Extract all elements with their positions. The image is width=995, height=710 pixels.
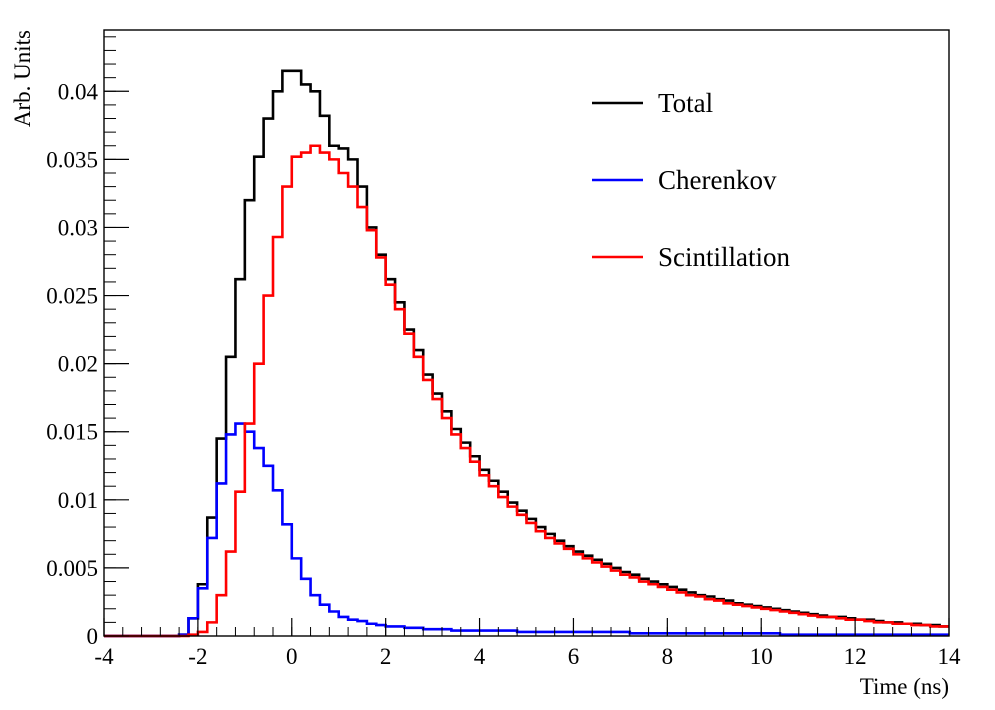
x-tick-label: 0 — [286, 644, 298, 669]
x-tick-label: -4 — [94, 644, 114, 669]
y-tick-label: 0 — [87, 624, 99, 649]
y-tick-label: 0.015 — [46, 420, 98, 445]
plot-frame — [103, 29, 950, 637]
y-tick-label: 0.025 — [46, 284, 98, 309]
x-tick-label: -2 — [188, 644, 207, 669]
series-line-scintillation — [104, 144, 949, 638]
x-axis-title: Time (ns) — [860, 674, 949, 699]
x-tick-label: 12 — [844, 644, 867, 669]
y-tick-label: 0.005 — [46, 556, 98, 581]
legend: Total Cherenkov Scintillation — [592, 88, 790, 272]
legend-label-total: Total — [658, 88, 713, 118]
x-tick-label: 8 — [662, 644, 674, 669]
y-axis-title: Arb. Units — [10, 30, 35, 127]
y-tick-label: 0.04 — [58, 79, 99, 104]
x-tick-label: 14 — [938, 644, 962, 669]
legend-label-cherenkov: Cherenkov — [658, 165, 777, 195]
series-layer — [104, 69, 949, 638]
legend-label-scintillation: Scintillation — [658, 242, 790, 272]
x-tick-label: 2 — [380, 644, 392, 669]
x-tick-label: 6 — [568, 644, 580, 669]
series-line-total — [104, 69, 949, 638]
y-tick-label: 0.02 — [58, 352, 98, 377]
x-tick-label: 10 — [750, 644, 773, 669]
axes-layer: -4 -2 0 2 4 6 8 10 12 14 0 0.005 0.01 0.015 0.02 0.025 0… — [46, 36, 962, 669]
y-tick-label: 0.03 — [58, 215, 98, 240]
y-tick-label: 0.035 — [46, 147, 98, 172]
y-tick-label: 0.01 — [58, 488, 98, 513]
series-line-cherenkov — [104, 422, 949, 638]
x-tick-label: 4 — [474, 644, 486, 669]
